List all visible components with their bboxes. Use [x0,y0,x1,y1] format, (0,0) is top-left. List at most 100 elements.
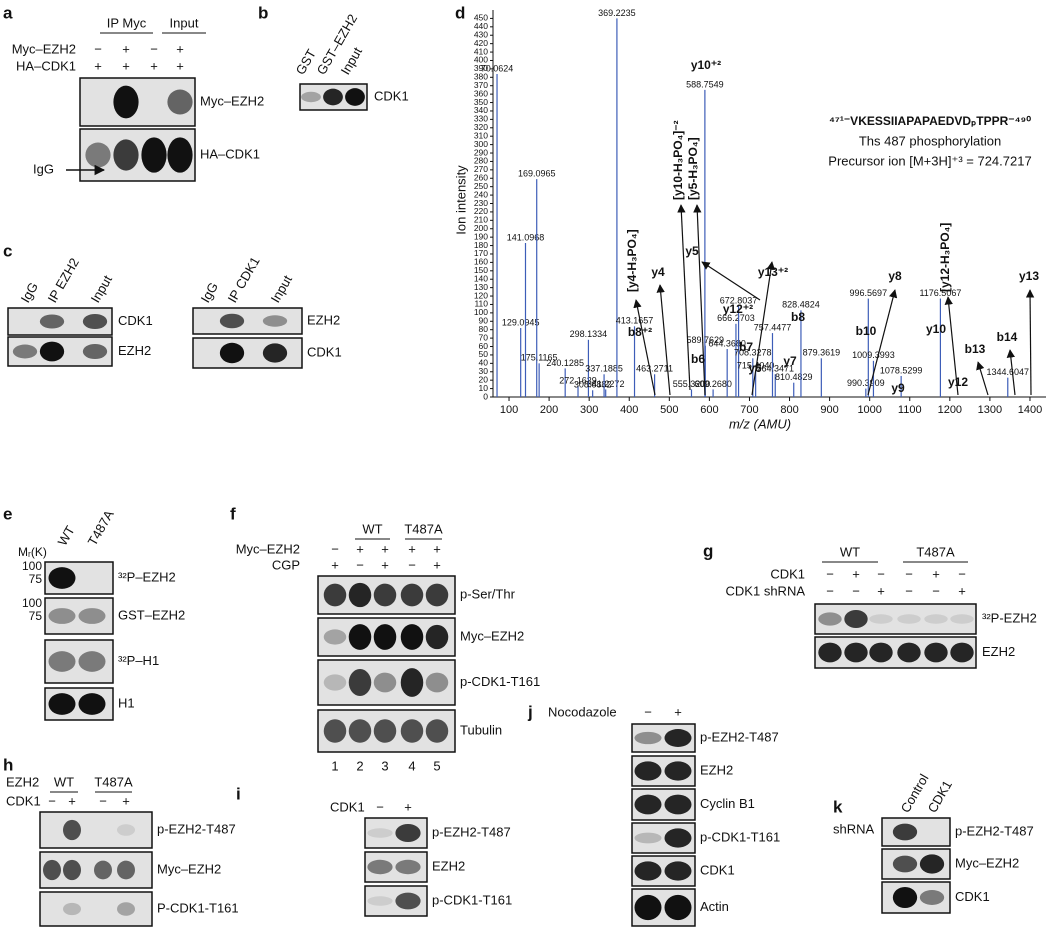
band [348,582,372,608]
ion-label: [y12-H₃PO₄] [938,223,952,292]
band [367,828,393,838]
band [924,614,948,624]
panel-label: a [3,3,13,22]
blot [814,603,977,635]
band [634,894,662,921]
x-tick-label: 1100 [898,404,922,416]
band [869,614,893,624]
x-tick-label: 200 [540,404,558,416]
y-tick-label: 150 [474,265,488,275]
blot-label: EZH2 [700,762,733,777]
y-tick-label: 20 [479,374,489,384]
y-tick-label: 70 [479,332,489,342]
blot-label: Myc–EZH2 [200,93,264,108]
y-tick-label: 350 [474,97,488,107]
y-tick-label: 270 [474,164,488,174]
x-tick-label: 300 [580,404,598,416]
band [395,859,421,875]
band [395,892,421,910]
y-tick-label: 170 [474,248,488,258]
condition-sign: − [94,41,102,56]
y-tick-label: 360 [474,88,488,98]
condition-sign: − [356,557,364,572]
y-tick-label: 370 [474,80,488,90]
band [323,88,343,106]
peak-label: 708.3278 [734,348,772,358]
ion-label: b13 [965,342,986,356]
ion-label: b8 [791,310,805,324]
condition-label: CDK1 [330,799,365,814]
y-tick-label: 190 [474,231,488,241]
lane-label: Input [88,272,116,305]
band [425,583,449,607]
y-tick-label: 340 [474,105,488,115]
lane-label: IgG [18,280,41,306]
band [323,674,347,691]
lane-label: GST [293,47,319,78]
band [924,642,948,663]
condition-sign: + [877,583,885,598]
band [897,642,921,663]
x-tick-label: 500 [660,404,678,416]
mw-unit: Mᵣ(K) [18,545,47,559]
lane-label: IP EZH2 [45,255,82,305]
ion-label: y5 [685,244,699,258]
blot [39,891,153,927]
y-tick-label: 380 [474,72,488,82]
group-label: WT [362,521,382,536]
y-tick-label: 130 [474,282,488,292]
blot-label: Myc–EZH2 [955,855,1019,870]
band [425,624,449,650]
condition-label: CGP [272,557,300,572]
band [113,85,139,119]
ion-arrow [751,261,776,396]
peak-label: 715.4040 [737,360,775,370]
ion-label: y4 [651,265,665,279]
peak-label: 298.1334 [570,329,608,339]
peak-label: 588.7549 [686,79,724,89]
condition-sign: − [48,793,56,808]
band [844,610,868,628]
y-tick-label: 100 [474,307,488,317]
condition-sign: − [905,566,913,581]
y-tick-label: 250 [474,181,488,191]
peak-label: 555.3200 [673,379,711,389]
panel-label: d [455,3,465,22]
band [818,642,842,663]
y-tick-label: 40 [479,358,489,368]
lane-label: IgG [198,280,221,306]
y-tick-label: 430 [474,29,488,39]
ion-arrow [656,284,671,396]
lane-label: IP CDK1 [225,254,263,305]
ion-label: [y10-H₃PO₄]⁻² [671,120,685,200]
peak-label: 828.4824 [782,300,820,310]
y-tick-label: 90 [479,316,489,326]
band [869,642,893,663]
x-tick-label: 1200 [938,404,962,416]
y-tick-label: 230 [474,198,488,208]
band [113,139,139,171]
panel-label: c [3,241,12,260]
peak-label: 337.1885 [585,364,623,374]
x-tick-label: 600 [700,404,718,416]
band [63,902,81,916]
condition-sign: + [674,704,682,719]
peak-label: 996.5697 [850,288,888,298]
condition-sign: + [122,58,130,73]
blot-label: CDK1 [955,889,990,904]
blot-label: Actin [700,899,729,914]
blot-label: p-EZH2-T487 [157,821,236,836]
band [425,672,449,693]
peak-label: 757.4477 [754,322,792,332]
band [117,824,135,836]
blot-label: GST–EZH2 [118,607,185,622]
condition-sign: − [826,566,834,581]
band [634,832,662,844]
band [950,614,974,624]
ion-arrow [633,299,656,396]
ion-label: y13 [1019,269,1039,283]
blot-label: CDK1 [307,344,342,359]
band [348,669,372,696]
peak-label: 175.1165 [521,353,558,363]
peak-label: 240.1285 [546,358,584,368]
